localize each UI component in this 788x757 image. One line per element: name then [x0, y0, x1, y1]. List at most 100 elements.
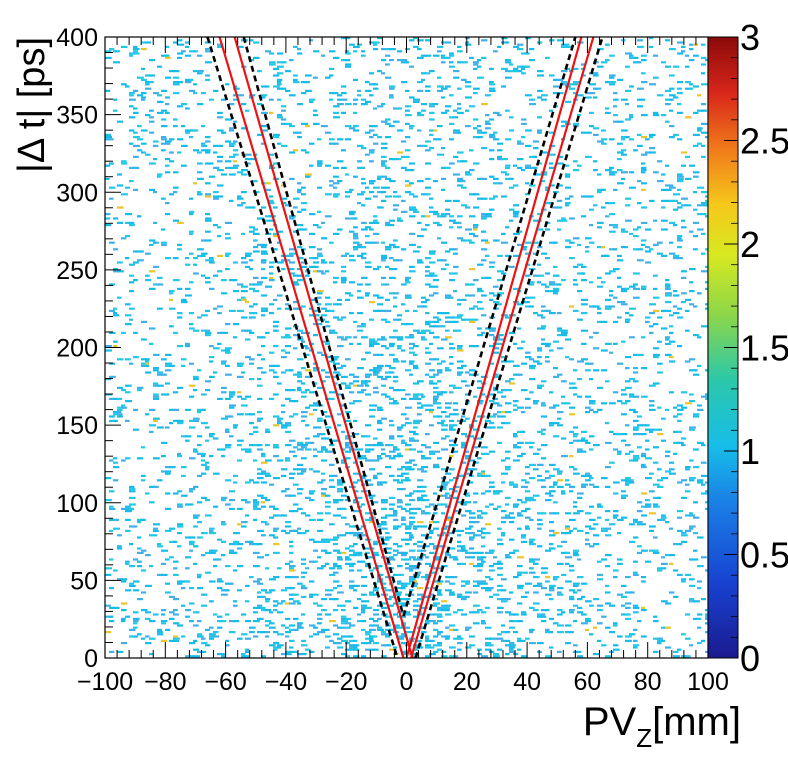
heat-cell — [609, 294, 614, 297]
heat-cell — [165, 54, 170, 57]
heat-cell — [253, 565, 260, 568]
heat-cell — [265, 444, 270, 447]
heat-cell — [169, 595, 175, 598]
heat-cell — [341, 92, 347, 95]
heat-cell — [281, 468, 288, 471]
heat-cell — [225, 323, 231, 326]
heat-cell — [537, 96, 542, 99]
heat-cell — [121, 609, 127, 612]
heat-cell — [401, 538, 407, 541]
heat-cell — [193, 448, 198, 451]
heat-cell — [225, 644, 230, 647]
heat-cell — [113, 479, 119, 482]
heat-cell — [453, 272, 458, 275]
heat-cell — [313, 257, 319, 260]
heat-cell — [685, 298, 692, 301]
heat-cell — [445, 166, 451, 169]
heat-cell — [409, 193, 415, 196]
heat-cell — [105, 499, 112, 502]
heat-cell — [229, 391, 236, 394]
heat-cell — [381, 393, 387, 396]
heat-cell — [193, 50, 198, 53]
heat-cell — [353, 78, 358, 81]
heat-cell — [705, 307, 708, 310]
heat-cell — [653, 536, 658, 539]
heat-cell — [165, 628, 171, 631]
heat-cell — [385, 320, 391, 323]
heat-cell — [381, 276, 387, 279]
heat-cell — [261, 142, 266, 145]
heat-cell — [409, 516, 415, 519]
heat-cell — [505, 514, 510, 517]
heat-cell — [381, 448, 386, 451]
heat-cell — [469, 268, 476, 271]
heat-cell — [657, 642, 662, 645]
heat-cell — [597, 246, 603, 249]
heat-cell — [437, 582, 442, 585]
heat-cell — [317, 248, 323, 251]
heat-cell — [525, 164, 531, 167]
heat-cell — [557, 472, 562, 475]
heat-cell — [169, 193, 174, 196]
heat-cell — [401, 441, 407, 444]
heat-cell — [497, 155, 502, 158]
heat-cell — [481, 103, 488, 106]
heat-cell — [317, 604, 323, 607]
heat-cell — [121, 507, 126, 510]
heat-cell — [353, 589, 358, 592]
heat-cell — [245, 501, 251, 504]
heat-cell — [397, 481, 404, 484]
heat-cell — [433, 602, 440, 605]
heat-cell — [357, 400, 362, 403]
heat-cell — [217, 538, 223, 541]
heat-cell — [245, 329, 252, 332]
heat-cell — [153, 417, 160, 420]
heat-cell — [617, 142, 623, 145]
heat-cell — [249, 331, 255, 334]
heat-cell — [565, 532, 572, 535]
heat-cell — [181, 474, 186, 477]
heat-cell — [521, 246, 528, 249]
heat-cell — [273, 424, 280, 427]
heat-cell — [141, 364, 148, 367]
heat-cell — [677, 345, 683, 348]
heat-cell — [433, 628, 439, 631]
heat-cell — [317, 613, 322, 616]
heat-cell — [409, 492, 414, 495]
heat-cell — [349, 391, 355, 394]
heat-cell — [637, 98, 643, 101]
heat-cell — [565, 483, 571, 486]
heat-cell — [481, 492, 486, 495]
heat-cell — [693, 413, 700, 416]
heat-cell — [649, 248, 654, 251]
heat-cell — [153, 265, 160, 268]
heat-cell — [421, 404, 426, 407]
heat-cell — [589, 527, 596, 530]
heat-cell — [221, 362, 226, 365]
heat-cell — [345, 441, 352, 444]
heat-cell — [373, 142, 379, 145]
heat-cell — [437, 593, 443, 596]
heat-cell — [209, 175, 216, 178]
heat-cell — [677, 175, 684, 178]
heat-cell — [537, 228, 543, 231]
heat-cell — [549, 162, 553, 165]
heat-cell — [701, 204, 707, 207]
heat-cell — [245, 158, 251, 161]
heat-cell — [517, 637, 522, 640]
heat-cell — [597, 639, 602, 642]
heat-cell — [253, 459, 258, 462]
heat-cell — [293, 483, 299, 486]
heat-cell — [313, 426, 318, 429]
heat-cell — [329, 479, 335, 482]
heat-cell — [221, 349, 226, 352]
heat-cell — [397, 582, 403, 585]
heat-cell — [337, 94, 343, 97]
heat-cell — [217, 129, 224, 132]
heat-cell — [257, 217, 264, 220]
heat-cell — [201, 637, 206, 640]
heat-cell — [473, 584, 480, 587]
heat-cell — [609, 166, 614, 169]
heat-cell — [289, 248, 295, 251]
heat-cell — [545, 186, 550, 189]
